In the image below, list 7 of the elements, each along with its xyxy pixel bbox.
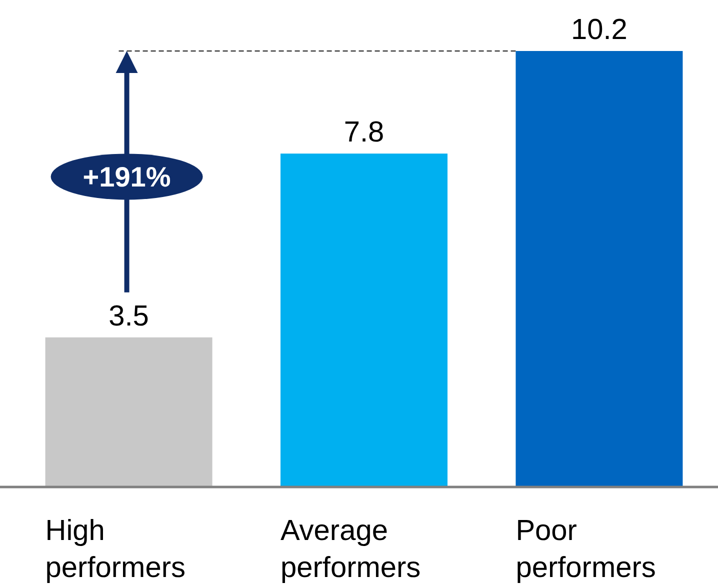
x-tick-label: High performers [45, 515, 186, 584]
data-label: 7.8 [344, 116, 384, 149]
annotation: +191% [82, 162, 171, 193]
data-label: 10.2 [570, 14, 628, 46]
x-tick-label: Poor performers [516, 515, 656, 584]
data-label: 3.5 [108, 300, 149, 332]
x-tick-label: Average performers [280, 515, 421, 584]
